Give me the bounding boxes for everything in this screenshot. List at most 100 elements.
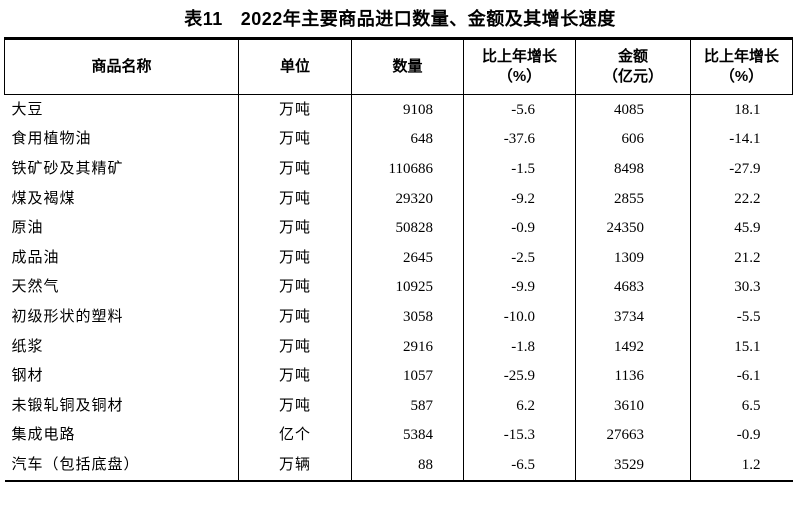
cell-unit: 万吨 <box>238 302 352 332</box>
header-amount-growth: 比上年增长 （%） <box>690 38 793 95</box>
cell-commodity-name: 铁矿砂及其精矿 <box>11 160 124 177</box>
cell-quantity: 29320 <box>351 183 464 214</box>
cell-unit: 万吨 <box>238 242 352 273</box>
cell-quantity-growth: -5.6 <box>463 94 576 125</box>
cell-quantity-growth: -15.3 <box>463 420 576 451</box>
cell-amount-growth: -14.1 <box>690 124 793 155</box>
cell-commodity-name: 未锻轧铜及铜材 <box>11 397 124 414</box>
cell-commodity-name: 煤及褐煤 <box>11 190 76 207</box>
table-row: 铁矿砂及其精矿 万吨 110686 -1.5 8498 -27.9 <box>5 154 793 184</box>
cell-quantity: 9108 <box>351 94 464 125</box>
header-sublabel: （%） <box>719 68 764 85</box>
cell-amount: 3529 <box>575 450 691 481</box>
table-header: 商品名称 单位 数量 比上年增长 （%） 金额 （亿元） 比上年增长 （%） <box>4 38 793 95</box>
table-row: 汽车（包括底盘） 万辆 88 -6.5 3529 1.2 <box>5 450 793 481</box>
cell-amount-growth: 18.1 <box>690 94 793 125</box>
header-sublabel: （%） <box>497 68 542 85</box>
header-unit: 单位 <box>238 38 352 95</box>
cell-amount-growth: -5.5 <box>690 302 793 332</box>
cell-quantity: 5384 <box>351 420 464 451</box>
header-commodity-name: 商品名称 <box>4 38 239 95</box>
cell-commodity-name: 汽车（包括底盘） <box>11 456 140 473</box>
cell-amount-growth: -0.9 <box>690 420 793 451</box>
header-quantity: 数量 <box>351 38 464 95</box>
header-label: 商品名称 <box>91 58 152 75</box>
cell-quantity-growth: 6.2 <box>463 390 576 421</box>
cell-unit: 万吨 <box>238 390 352 421</box>
cell-unit: 万吨 <box>238 124 352 155</box>
cell-amount: 1136 <box>575 361 691 391</box>
cell-quantity-growth: -25.9 <box>463 361 576 391</box>
cell-unit: 万吨 <box>238 331 352 362</box>
table-row: 天然气 万吨 10925 -9.9 4683 30.3 <box>5 272 793 303</box>
cell-quantity-growth: -9.9 <box>463 272 576 303</box>
table-row: 大豆 万吨 9108 -5.6 4085 18.1 <box>5 94 793 125</box>
cell-quantity: 110686 <box>351 154 464 184</box>
cell-quantity-growth: -10.0 <box>463 302 576 332</box>
header-row: 商品名称 单位 数量 比上年增长 （%） 金额 （亿元） 比上年增长 （%） <box>4 38 793 95</box>
cell-amount-growth: 45.9 <box>690 213 793 243</box>
table-number: 表11 <box>184 9 223 29</box>
cell-quantity: 2645 <box>351 242 464 273</box>
cell-amount: 1309 <box>575 242 691 273</box>
cell-unit: 万吨 <box>238 272 352 303</box>
cell-amount-growth: 30.3 <box>690 272 793 303</box>
cell-unit: 万吨 <box>238 361 352 391</box>
table-row: 原油 万吨 50828 -0.9 24350 45.9 <box>5 213 793 243</box>
cell-quantity-growth: -2.5 <box>463 242 576 273</box>
cell-commodity-name: 集成电路 <box>11 427 76 444</box>
cell-commodity-name: 初级形状的塑料 <box>11 308 124 325</box>
cell-commodity-name: 原油 <box>11 220 44 237</box>
cell-commodity-name: 大豆 <box>11 101 44 118</box>
cell-amount: 8498 <box>575 154 691 184</box>
cell-amount: 2855 <box>575 183 691 214</box>
cell-amount: 4683 <box>575 272 691 303</box>
cell-commodity-name: 食用植物油 <box>11 131 92 148</box>
header-label: 比上年增长 <box>703 48 779 65</box>
cell-quantity-growth: -0.9 <box>463 213 576 243</box>
cell-quantity: 1057 <box>351 361 464 391</box>
cell-unit: 万吨 <box>238 183 352 214</box>
header-label: 单位 <box>279 58 310 75</box>
cell-quantity-growth: -37.6 <box>463 124 576 155</box>
cell-amount: 3610 <box>575 390 691 421</box>
cell-amount: 24350 <box>575 213 691 243</box>
cell-amount-growth: -27.9 <box>690 154 793 184</box>
header-amount: 金额 （亿元） <box>575 38 691 95</box>
cell-commodity-name: 钢材 <box>11 368 44 385</box>
table-row: 初级形状的塑料 万吨 3058 -10.0 3734 -5.5 <box>5 302 793 332</box>
cell-unit: 万辆 <box>238 450 352 481</box>
cell-quantity: 88 <box>351 450 464 481</box>
table-title-text: 2022年主要商品进口数量、金额及其增长速度 <box>240 9 616 29</box>
cell-unit: 万吨 <box>238 154 352 184</box>
cell-amount-growth: 6.5 <box>690 390 793 421</box>
cell-amount: 606 <box>575 124 691 155</box>
header-label: 比上年增长 <box>481 48 557 65</box>
cell-amount-growth: 22.2 <box>690 183 793 214</box>
cell-amount-growth: 1.2 <box>690 450 793 481</box>
cell-unit: 亿个 <box>238 420 352 451</box>
table-row: 煤及褐煤 万吨 29320 -9.2 2855 22.2 <box>5 183 793 214</box>
table-row: 集成电路 亿个 5384 -15.3 27663 -0.9 <box>5 420 793 451</box>
table-row: 纸浆 万吨 2916 -1.8 1492 15.1 <box>5 331 793 362</box>
cell-quantity-growth: -6.5 <box>463 450 576 481</box>
cell-amount-growth: -6.1 <box>690 361 793 391</box>
cell-quantity-growth: -9.2 <box>463 183 576 214</box>
header-sublabel: （亿元） <box>602 68 663 85</box>
cell-commodity-name: 纸浆 <box>11 338 44 355</box>
cell-unit: 万吨 <box>238 94 352 125</box>
cell-amount: 3734 <box>575 302 691 332</box>
table-row: 未锻轧铜及铜材 万吨 587 6.2 3610 6.5 <box>5 390 793 421</box>
import-commodities-table: 商品名称 单位 数量 比上年增长 （%） 金额 （亿元） 比上年增长 （%） <box>4 37 793 482</box>
table-body: 大豆 万吨 9108 -5.6 4085 18.1 食用植物油 万吨 648 -… <box>5 94 793 481</box>
cell-amount-growth: 15.1 <box>690 331 793 362</box>
table-row: 钢材 万吨 1057 -25.9 1136 -6.1 <box>5 361 793 391</box>
cell-quantity: 10925 <box>351 272 464 303</box>
cell-quantity: 3058 <box>351 302 464 332</box>
table-row: 成品油 万吨 2645 -2.5 1309 21.2 <box>5 242 793 273</box>
cell-quantity: 50828 <box>351 213 464 243</box>
header-label: 数量 <box>392 58 423 75</box>
cell-commodity-name: 天然气 <box>11 279 60 296</box>
cell-quantity-growth: -1.5 <box>463 154 576 184</box>
table-title: 表11 2022年主要商品进口数量、金额及其增长速度 <box>0 7 800 31</box>
